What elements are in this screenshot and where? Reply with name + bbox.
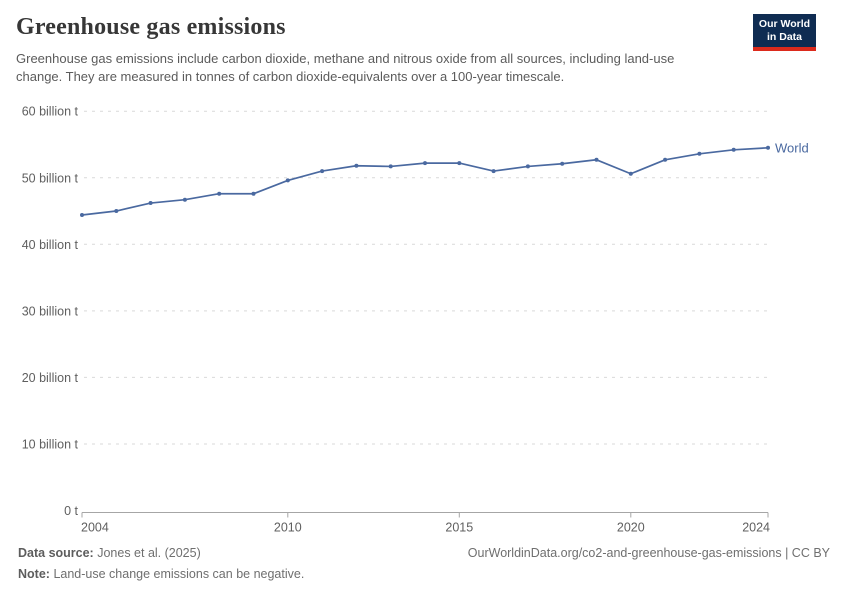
- y-tick-label: 60 billion t: [22, 105, 79, 119]
- series-end-label: World: [775, 140, 809, 155]
- y-tick-label: 0 t: [64, 504, 78, 518]
- data-point-2010: [285, 178, 290, 183]
- x-tick-label: 2015: [445, 521, 473, 535]
- x-tick-label: 2020: [617, 521, 645, 535]
- data-point-2023: [731, 147, 736, 152]
- chart-note: Note: Land-use change emissions can be n…: [18, 567, 830, 581]
- y-tick-label: 10 billion t: [22, 437, 79, 451]
- chart-footer: Data source: Jones et al. (2025) OurWorl…: [18, 546, 830, 581]
- data-point-2022: [697, 151, 702, 156]
- y-tick-label: 30 billion t: [22, 304, 79, 318]
- data-point-2012: [354, 163, 359, 168]
- data-point-2007: [182, 197, 187, 202]
- note-label: Note:: [18, 567, 50, 581]
- x-tick-label: 2010: [274, 521, 302, 535]
- page-title: Greenhouse gas emissions: [16, 14, 286, 40]
- data-point-2005: [114, 209, 119, 214]
- y-tick-label: 50 billion t: [22, 171, 79, 185]
- owid-logo: Our World in Data: [753, 14, 816, 52]
- data-point-2015: [457, 161, 462, 166]
- y-tick-label: 20 billion t: [22, 371, 79, 385]
- attribution-link[interactable]: OurWorldinData.org/co2-and-greenhouse-ga…: [467, 546, 830, 560]
- note-value: Land-use change emissions can be negativ…: [53, 567, 305, 581]
- data-point-2024: [766, 145, 770, 150]
- x-tick-label: 2024: [742, 521, 770, 535]
- data-point-2008: [217, 191, 222, 196]
- data-source-label: Data source:: [18, 546, 94, 560]
- data-point-2011: [320, 169, 325, 174]
- chart-header: Greenhouse gas emissions Greenhouse gas …: [16, 14, 834, 87]
- data-point-2019: [594, 157, 599, 162]
- y-tick-label: 40 billion t: [22, 238, 79, 252]
- data-point-2013: [388, 164, 393, 169]
- data-source-value: Jones et al. (2025): [97, 546, 201, 560]
- data-point-2021: [663, 157, 668, 162]
- chart-area: 0 t 10 billion t 20 billion t 30 billion t 4…: [0, 100, 850, 540]
- data-point-2018: [560, 161, 565, 166]
- data-source: Data source: Jones et al. (2025): [18, 546, 201, 560]
- data-point-2017: [525, 164, 530, 169]
- data-point-2009: [251, 191, 256, 196]
- data-point-2020: [628, 171, 633, 176]
- owid-logo-line2: in Data: [766, 31, 802, 44]
- owid-logo-line1: Our World: [758, 18, 811, 30]
- chart-svg: 0 t 10 billion t 20 billion t 30 billion t 4…: [22, 105, 809, 535]
- data-point-2004: [80, 213, 84, 218]
- chart-subtitle: Greenhouse gas emissions include carbon …: [16, 51, 675, 85]
- data-point-2014: [423, 161, 427, 166]
- data-point-2016: [491, 169, 496, 174]
- data-point-2006: [148, 201, 153, 206]
- x-tick-label: 2004: [81, 521, 109, 535]
